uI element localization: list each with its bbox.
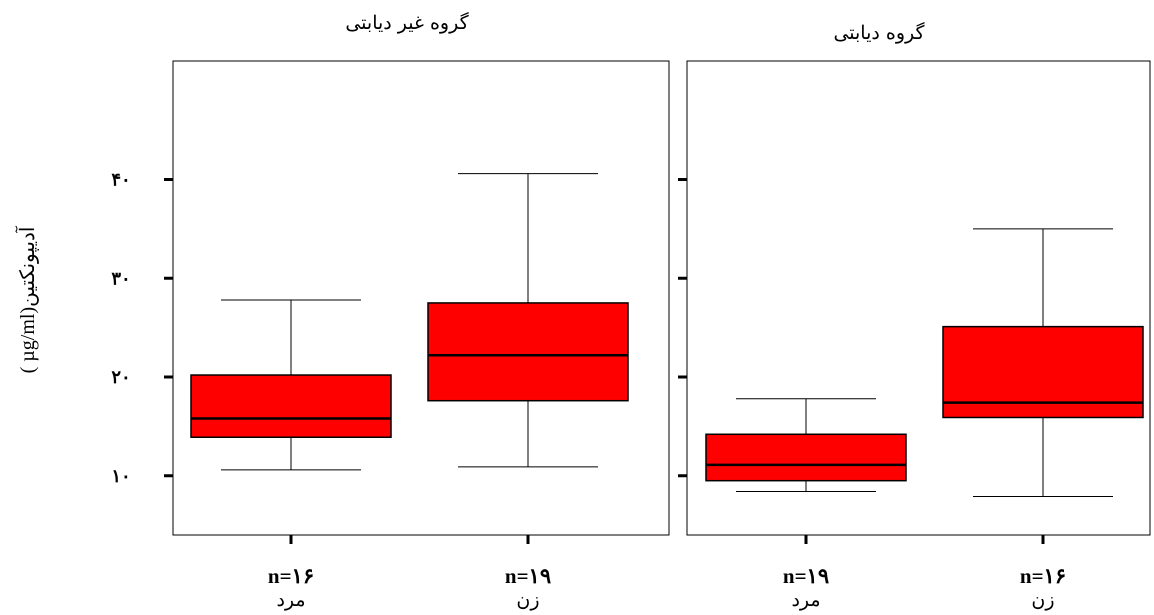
panel-frame-diabetic — [686, 60, 1151, 536]
y-tick-label: ۲۰ — [111, 367, 130, 388]
panel-title-diabetic: گروه دیابتی — [833, 21, 925, 44]
y-axis-label: آدیپونکتین(µg/ml ) — [15, 225, 39, 373]
iqr-box — [427, 302, 629, 402]
iqr-box — [190, 374, 392, 438]
group-label: زن — [516, 589, 539, 611]
panel-title-non-diabetic: گروه غیر دیابتی — [345, 11, 469, 34]
y-tick-label: ۴۰ — [111, 170, 130, 191]
group-label: مرد — [791, 589, 820, 611]
group-label: زن — [1031, 589, 1054, 611]
iqr-box — [705, 433, 907, 482]
sample-size-label: n=۱۹ — [505, 564, 551, 588]
y-tick-label: ۱۰ — [111, 466, 130, 487]
panel-frame-non-diabetic — [172, 60, 670, 536]
sample-size-label: n=۱۶ — [1020, 564, 1066, 588]
sample-size-label: n=۱۹ — [783, 564, 829, 588]
group-label: مرد — [276, 589, 305, 611]
sample-size-label: n=۱۶ — [268, 564, 314, 588]
y-tick-label: ۳۰ — [111, 268, 130, 289]
y-ticks-non-diabetic: ۱۰ ۲۰ ۳۰ ۴۰ — [111, 170, 173, 487]
y-ticks-diabetic — [678, 178, 687, 478]
